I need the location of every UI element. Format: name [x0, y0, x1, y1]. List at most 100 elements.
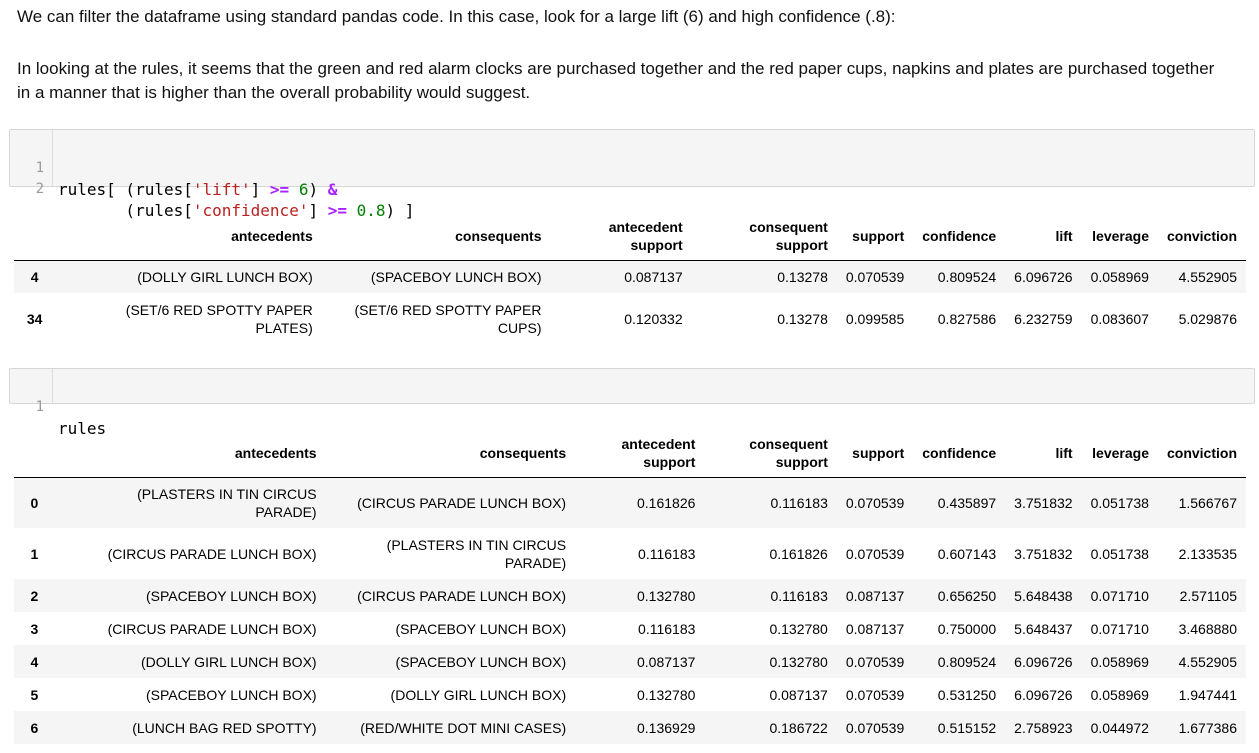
cell-consequent-support: 0.132780 [769, 620, 828, 637]
table-row: 5 (SPACEBOY LUNCH BOX) (DOLLY GIRL LUNCH B… [14, 678, 1246, 711]
index-header [14, 429, 55, 478]
code-cell-filter[interactable]: 1 rules[ (rules['lift'] >= 6) & 2 (rules… [9, 129, 1255, 220]
antecedents-text: PARADE) [255, 503, 317, 520]
antecedents-text: PLATES) [255, 320, 313, 336]
cell-leverage: 0.051738 [1090, 494, 1149, 511]
cell-antecedent-support: 0.161826 [637, 494, 696, 511]
markdown-paragraph-filter: We can filter the dataframe using standa… [17, 7, 896, 26]
table-row: 1 (CIRCUS PARADE LUNCH BOX) (PLASTERS IN T… [14, 528, 1246, 579]
cell-antecedents: (LUNCH BAG RED SPOTTY) [55, 711, 326, 744]
table-header-row: antecedents consequents antecedent suppor… [14, 212, 1246, 261]
antecedents-text: (SPACEBOY LUNCH BOX) [145, 587, 317, 604]
table-row: 2 (SPACEBOY LUNCH BOX) (CIRCUS PARADE LUNC… [14, 579, 1246, 612]
header-consequent-support: consequent support [704, 429, 837, 478]
line-number-gutter [10, 369, 53, 403]
code-token: ] [308, 201, 328, 220]
cell-leverage: 0.083607 [1090, 311, 1149, 327]
cell-confidence: 0.656250 [937, 587, 997, 604]
line-number: 1 [35, 160, 44, 176]
code-line[interactable]: 1 rules [10, 376, 1210, 438]
code-operator: & [327, 180, 338, 199]
cell-antecedent-support: 0.116183 [638, 545, 696, 562]
cell-support: 0.070539 [845, 653, 905, 670]
antecedents-text: (CIRCUS PARADE LUNCH BOX) [107, 545, 317, 562]
cell-antecedents: (DOLLY GIRL LUNCH BOX) [55, 260, 322, 293]
cell-lift: 3.751832 [1014, 494, 1073, 511]
cell-lift: 5.648438 [1014, 587, 1073, 604]
header-support: support [836, 429, 914, 478]
code-cell-rules[interactable]: 1 rules [9, 368, 1255, 438]
cell-support: 0.099585 [845, 311, 905, 327]
consequents-text: (RED/WHITE DOT MINI CASES) [360, 719, 567, 736]
cell-consequents: (SET/6 RED SPOTTY PAPER CUPS) [322, 293, 551, 345]
header-conviction: conviction [1157, 212, 1246, 261]
line-number-gutter [10, 130, 53, 186]
header-antecedent-support: antecedent support [550, 212, 692, 261]
consequents-text: (CIRCUS PARADE LUNCH BOX) [357, 494, 567, 511]
line-number: 1 [35, 399, 44, 415]
code-number: 6 [298, 180, 309, 199]
cell-leverage: 0.044972 [1090, 719, 1149, 736]
cell-confidence: 0.435897 [937, 494, 997, 511]
code-line[interactable]: 2 (rules['confidence'] >= 0.8) ] [10, 158, 1210, 220]
cell-consequent-support: 0.161826 [769, 545, 828, 562]
cell-lift: 6.096726 [1014, 653, 1073, 670]
code-token [289, 180, 299, 199]
antecedents-text: (DOLLY GIRL LUNCH BOX) [137, 268, 313, 285]
antecedents-text: (PLASTERS IN TIN CIRCUS [137, 485, 317, 502]
cell-confidence: 0.515152 [937, 719, 997, 736]
cell-antecedents: (CIRCUS PARADE LUNCH BOX) [55, 528, 326, 579]
cell-lift: 5.648437 [1014, 620, 1073, 637]
header-line: consequent [749, 218, 828, 235]
code-token: ) ] [385, 201, 415, 220]
cell-conviction: 1.677386 [1178, 719, 1237, 736]
cell-confidence: 0.827586 [937, 311, 997, 327]
cell-antecedent-support: 0.116183 [638, 620, 696, 637]
code-token: ) [308, 180, 328, 199]
consequents-text: PARADE) [504, 554, 567, 571]
header-line: antecedent [621, 435, 696, 452]
header-antecedents: antecedents [54, 429, 326, 478]
cell-support: 0.070539 [845, 545, 905, 562]
cell-lift: 3.751832 [1014, 545, 1073, 562]
header-confidence: confidence [913, 429, 1006, 478]
consequents-text: CUPS) [497, 320, 542, 336]
row-index: 4 [30, 268, 39, 285]
cell-leverage: 0.071710 [1090, 587, 1149, 604]
header-lift: lift [1005, 429, 1082, 478]
cell-lift: 6.232759 [1014, 311, 1073, 327]
header-line: support [775, 453, 828, 470]
table-body: 0 (PLASTERS IN TIN CIRCUS PARADE) (CIRCUS P… [14, 477, 1246, 744]
cell-leverage: 0.071710 [1090, 620, 1149, 637]
cell-conviction: 1.566767 [1178, 494, 1237, 511]
code-operator: >= [269, 180, 290, 199]
header-consequent-support: consequent support [691, 212, 837, 261]
cell-support: 0.070539 [845, 268, 905, 285]
rules-table: antecedents consequents antecedent suppor… [14, 429, 1246, 744]
table-row: 6 (LUNCH BAG RED SPOTTY) (RED/WHITE DOT MI… [14, 711, 1246, 744]
cell-antecedent-support: 0.132780 [637, 686, 696, 703]
header-line: support [643, 453, 696, 470]
cell-antecedent-support: 0.087137 [637, 653, 696, 670]
cell-consequent-support: 0.087137 [769, 686, 828, 703]
header-line: antecedent [608, 218, 683, 235]
code-line[interactable]: 1 rules[ (rules['lift'] >= 6) & [10, 137, 1210, 199]
code-string: 'lift' [192, 180, 251, 199]
header-leverage: leverage [1081, 212, 1158, 261]
cell-conviction: 3.468880 [1178, 620, 1237, 637]
cell-antecedent-support: 0.136929 [637, 719, 696, 736]
cell-consequent-support: 0.13278 [777, 311, 828, 327]
cell-consequents: (DOLLY GIRL LUNCH BOX) [326, 678, 576, 711]
consequents-text: (SPACEBOY LUNCH BOX) [395, 620, 567, 637]
cell-antecedents: (SPACEBOY LUNCH BOX) [55, 579, 326, 612]
cell-consequent-support: 0.132780 [769, 653, 828, 670]
cell-antecedent-support: 0.087137 [624, 268, 683, 285]
table-row: 3 (CIRCUS PARADE LUNCH BOX) (SPACEBOY LUNC… [14, 612, 1246, 645]
table-header-row: antecedents consequents antecedent suppor… [14, 429, 1246, 478]
cell-consequents: (SPACEBOY LUNCH BOX) [326, 612, 576, 645]
antecedents-text: (CIRCUS PARADE LUNCH BOX) [107, 620, 317, 637]
table-row: 4 (DOLLY GIRL LUNCH BOX) (SPACEBOY LUNCH B… [14, 645, 1246, 678]
cell-conviction: 4.552905 [1178, 268, 1237, 285]
consequents-text: (PLASTERS IN TIN CIRCUS [386, 536, 567, 553]
